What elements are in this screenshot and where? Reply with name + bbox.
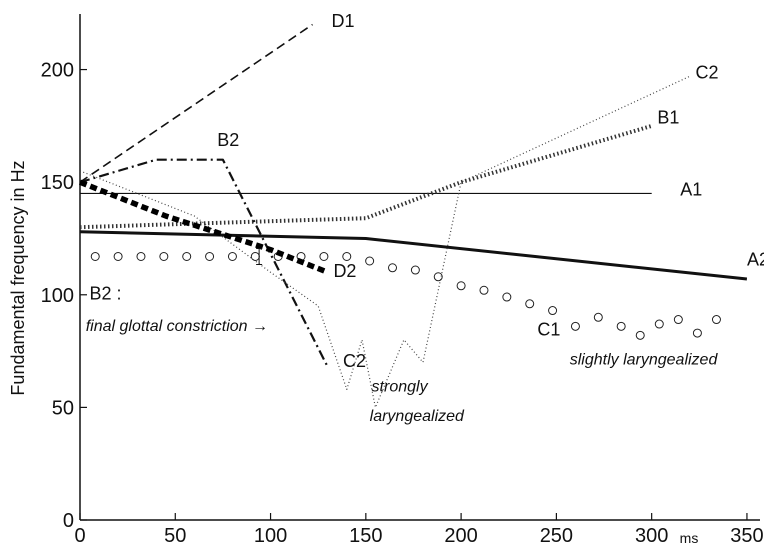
series-label-b2: B2 : bbox=[90, 283, 122, 303]
x-tick-label: 300 bbox=[635, 525, 668, 547]
series-label-a2: A2 bbox=[747, 250, 764, 270]
series-c1-point bbox=[159, 251, 169, 261]
x-tick-label: 0 bbox=[74, 525, 85, 547]
y-ticks: 0 50 100 150 200 bbox=[41, 60, 87, 532]
annotation: laryngealized bbox=[370, 408, 465, 425]
series-c1-point bbox=[410, 265, 420, 275]
series-c1-point bbox=[227, 251, 237, 261]
x-tick-label: 50 bbox=[164, 525, 186, 547]
series-d1-line bbox=[79, 23, 313, 183]
x-tick-label: 200 bbox=[444, 525, 477, 547]
axes bbox=[79, 14, 760, 521]
series-b1-line bbox=[79, 123, 653, 230]
series-c1 bbox=[90, 251, 721, 340]
annotation: final glottal constriction → bbox=[86, 318, 268, 335]
y-tick-label: 200 bbox=[41, 60, 74, 82]
annotation: strongly bbox=[372, 379, 429, 396]
series-c1-point bbox=[250, 251, 260, 261]
y-tick-label: 50 bbox=[52, 397, 74, 419]
series-c1-point bbox=[113, 251, 123, 261]
series-c1-point bbox=[456, 281, 466, 291]
series-c1-point bbox=[479, 285, 489, 295]
series-label-layer: D1 B2 C2 B1 A1 D2 A2 B2 : C2 C1 bbox=[90, 11, 764, 371]
y-tick-label: 0 bbox=[63, 510, 74, 532]
x-tick-label: 150 bbox=[349, 525, 382, 547]
series-d2-line bbox=[78, 179, 329, 275]
series-c1-point bbox=[692, 328, 702, 338]
series-c1-point bbox=[502, 292, 512, 302]
series-c1-point bbox=[673, 315, 683, 325]
series-c1-point bbox=[711, 315, 721, 325]
series-c1-point bbox=[136, 251, 146, 261]
series-c1-point bbox=[548, 306, 558, 316]
x-tick-label: 250 bbox=[540, 525, 573, 547]
series-c1-point bbox=[525, 299, 535, 309]
series-label-b2: B2 bbox=[217, 130, 239, 150]
series-label-c1: C1 bbox=[537, 319, 560, 339]
series-label-b1: B1 bbox=[657, 108, 679, 128]
annotation: slightly laryngealized bbox=[570, 352, 719, 369]
series-label-a1: A1 bbox=[680, 180, 702, 200]
y-axis-label: Fundamental frequency in Hz bbox=[8, 160, 28, 395]
series-c1-point bbox=[433, 272, 443, 282]
series-c1-point bbox=[365, 256, 375, 266]
series-c1-point bbox=[90, 251, 100, 261]
series-c1-point bbox=[388, 263, 398, 273]
series-layer bbox=[78, 23, 748, 408]
x-tick-label: 350 bbox=[730, 525, 763, 547]
series-b2-line bbox=[79, 158, 329, 368]
y-tick-label: 150 bbox=[41, 172, 74, 194]
y-tick-label: 100 bbox=[41, 285, 74, 307]
series-c1-point bbox=[205, 251, 215, 261]
series-c1-point bbox=[616, 321, 626, 331]
series-label-c2: C2 bbox=[343, 351, 366, 371]
series-c1-point bbox=[635, 330, 645, 340]
annotation-layer: final glottal constriction → strongly lary… bbox=[86, 318, 719, 425]
series-label-d2: D2 bbox=[333, 261, 356, 281]
series-c1-point bbox=[342, 251, 352, 261]
series-c1-point bbox=[319, 251, 329, 261]
error-marker bbox=[256, 247, 263, 265]
series-a2-line bbox=[79, 230, 748, 281]
series-c1-point bbox=[654, 319, 664, 329]
series-c1-point bbox=[570, 321, 580, 331]
series-c2-line bbox=[79, 75, 691, 408]
x-axis-unit: ms bbox=[680, 530, 699, 546]
series-c1-point bbox=[182, 251, 192, 261]
x-ticks: 0 50 100 150 200 250 300 350 bbox=[74, 513, 764, 547]
x-tick-label: 100 bbox=[254, 525, 287, 547]
series-label-c2: C2 bbox=[695, 63, 718, 83]
series-label-d1: D1 bbox=[332, 11, 355, 31]
series-c1-point bbox=[593, 312, 603, 322]
